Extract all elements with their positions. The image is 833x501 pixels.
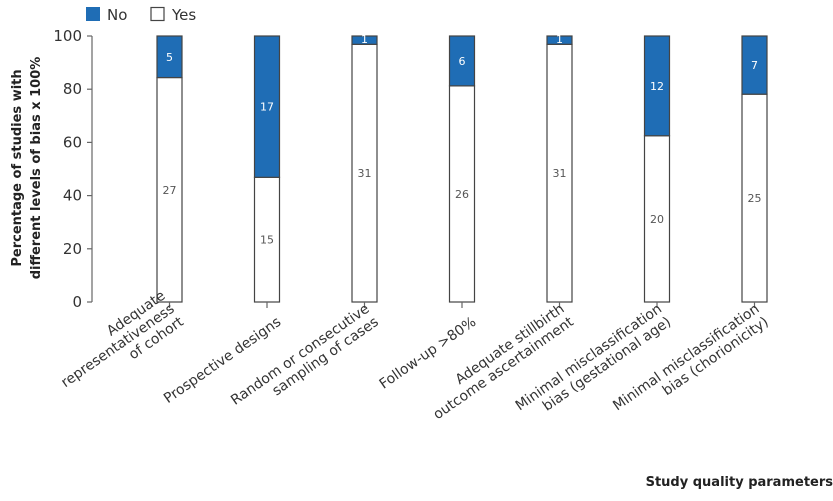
legend-no-label: No — [107, 6, 127, 24]
bar-segment-yes — [448, 85, 476, 303]
bar-segment-no — [741, 35, 768, 95]
bar-value-label-no: 7 — [751, 59, 758, 72]
y-tick-label: 20 — [63, 240, 82, 258]
x-axis-title: Study quality parameters — [646, 475, 833, 490]
bar-value-label-yes: 20 — [650, 213, 664, 226]
y-axis: 0 20 40 60 80 100 — [53, 27, 93, 311]
bar-value-label-yes: 31 — [553, 167, 567, 180]
bar-segment-no — [351, 35, 378, 45]
y-tick-label: 0 — [72, 293, 82, 311]
bar-value-label-yes: 15 — [260, 234, 274, 247]
y-axis-title-line1: Percentage of studies with — [10, 69, 25, 266]
bar-value-label-yes: 31 — [358, 167, 372, 180]
bars: 27 5 15 17 31 1 26 6 31 1 20 12 25 7 — [156, 33, 768, 308]
legend-yes-label: Yes — [171, 6, 196, 24]
bar-value-label-no: 6 — [459, 55, 466, 68]
legend-yes-swatch — [150, 6, 165, 22]
bar-segment-no — [546, 35, 573, 45]
bar-segment-yes — [253, 176, 281, 303]
y-axis-title: Percentage of studies with different lev… — [10, 57, 44, 280]
bar-segment-yes — [643, 135, 671, 303]
y-tick-label: 80 — [63, 80, 82, 98]
bar-value-label-no: 5 — [166, 51, 173, 64]
bar-segment-no — [643, 35, 671, 137]
bar-value-label-no: 1 — [556, 33, 563, 46]
bar-segment-no — [156, 35, 183, 79]
y-tick-label: 60 — [63, 133, 82, 151]
y-tick-label: 40 — [63, 187, 82, 205]
bar-segment-yes — [741, 93, 768, 303]
bar-value-label-no: 12 — [650, 80, 664, 93]
legend-no-swatch — [86, 7, 100, 21]
x-category-label-line: Random or consecutive — [228, 301, 372, 409]
bar-value-label-yes: 25 — [748, 192, 762, 205]
bar-value-label-yes: 26 — [455, 188, 469, 201]
bar-value-label-yes: 27 — [163, 184, 177, 197]
legend: No Yes — [86, 6, 196, 24]
bar-value-label-no: 1 — [361, 33, 368, 46]
y-axis-title-line2: different levels of bias x 100% — [29, 57, 44, 280]
bar-segment-no — [448, 35, 476, 87]
bar-segment-no — [253, 35, 281, 178]
y-tick-label: 100 — [53, 27, 82, 45]
bar-value-label-no: 17 — [260, 101, 274, 114]
